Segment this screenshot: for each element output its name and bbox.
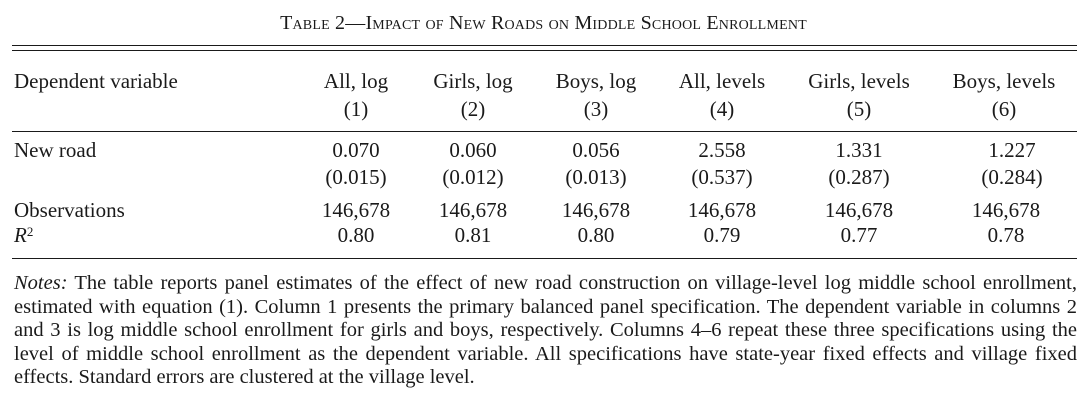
r-squared-cell: 0.77 bbox=[840, 223, 878, 247]
bottom-rule bbox=[12, 258, 1077, 259]
observations-cell: 146,678 bbox=[321, 198, 391, 222]
column-header: Boys, levels bbox=[952, 69, 1056, 93]
observations-cell: 146,678 bbox=[561, 198, 631, 222]
table-title: Table 2—Impact of New Roads on Middle Sc… bbox=[280, 12, 807, 34]
observations-cell: 146,678 bbox=[687, 198, 757, 222]
column-header: Boys, log bbox=[555, 69, 637, 93]
row-label-observations: Observations bbox=[14, 198, 125, 222]
r-squared-cell: 0.78 bbox=[987, 223, 1025, 247]
observations-cell: 146,678 bbox=[971, 198, 1041, 222]
column-number: (4) bbox=[709, 97, 735, 121]
estimate-cell: 1.227 bbox=[988, 138, 1036, 162]
row-label-new-road: New road bbox=[14, 138, 97, 162]
column-number: (5) bbox=[846, 97, 872, 121]
column-number: (2) bbox=[460, 97, 486, 121]
column-number: (6) bbox=[991, 97, 1017, 121]
estimate-cell: 0.056 bbox=[572, 138, 620, 162]
estimate-cell: 0.060 bbox=[449, 138, 497, 162]
r-squared-cell: 0.81 bbox=[454, 223, 492, 247]
top-rule bbox=[12, 45, 1077, 46]
std-error-cell: (0.012) bbox=[442, 165, 504, 189]
observations-cell: 146,678 bbox=[438, 198, 508, 222]
std-error-cell: (0.287) bbox=[828, 165, 890, 189]
estimate-cell: 2.558 bbox=[698, 138, 746, 162]
column-header: Girls, log bbox=[433, 69, 513, 93]
table-notes: Notes: The table reports panel estimates… bbox=[14, 272, 1077, 390]
column-number: (3) bbox=[583, 97, 609, 121]
notes-text: The table reports panel estimates of the… bbox=[14, 272, 1077, 388]
r-squared-cell: 0.79 bbox=[703, 223, 741, 247]
r-squared-base: R bbox=[14, 223, 27, 247]
std-error-cell: (0.537) bbox=[691, 165, 753, 189]
header-rule bbox=[12, 131, 1077, 132]
r-squared-cell: 0.80 bbox=[577, 223, 615, 247]
std-error-cell: (0.015) bbox=[325, 165, 387, 189]
header-label: Dependent variable bbox=[14, 69, 178, 93]
std-error-cell: (0.284) bbox=[981, 165, 1043, 189]
column-header: Girls, levels bbox=[808, 69, 910, 93]
column-number: (1) bbox=[343, 97, 369, 121]
estimate-cell: 1.331 bbox=[835, 138, 883, 162]
column-header: All, log bbox=[323, 69, 389, 93]
observations-cell: 146,678 bbox=[824, 198, 894, 222]
top-rule-double bbox=[12, 50, 1077, 51]
row-label-r-squared: R2 bbox=[14, 222, 33, 248]
r-squared-cell: 0.80 bbox=[337, 223, 375, 247]
std-error-cell: (0.013) bbox=[565, 165, 627, 189]
column-header: All, levels bbox=[678, 69, 766, 93]
r-squared-superscript: 2 bbox=[26, 224, 34, 239]
estimate-cell: 0.070 bbox=[332, 138, 380, 162]
notes-lead: Notes: bbox=[14, 272, 68, 294]
